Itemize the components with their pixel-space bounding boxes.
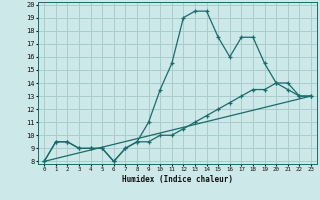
X-axis label: Humidex (Indice chaleur): Humidex (Indice chaleur): [122, 175, 233, 184]
